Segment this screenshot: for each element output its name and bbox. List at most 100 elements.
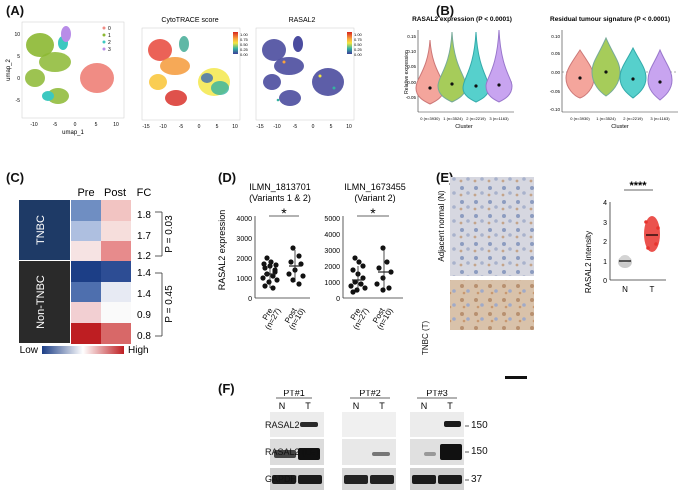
legend-high: High <box>128 345 149 356</box>
mw-marker: 150 <box>471 446 488 457</box>
heatmap-cell <box>71 282 101 303</box>
heatmap-col-pre: Pre <box>77 187 94 199</box>
y-tick: 0 <box>603 278 607 285</box>
y-tick: 4000 <box>236 216 252 223</box>
e-x-t: T <box>650 285 655 294</box>
cluster-label-3: 3 (n=1163) <box>489 116 509 121</box>
blot-pt2-rasal2 <box>342 412 396 437</box>
violin-xlabel: Cluster <box>455 124 473 130</box>
x-tick: -10 <box>159 124 166 130</box>
fc-value: 1.8 <box>137 210 151 221</box>
group-nontnbc-box <box>19 261 70 343</box>
heatmap-cell <box>101 282 131 303</box>
fc-value: 1.4 <box>137 268 151 279</box>
group-tnbc-label: TNBC <box>35 215 47 245</box>
ihc-normal-image <box>450 177 534 276</box>
cluster-label-2: 2 (n=2219) <box>623 116 643 121</box>
d-left-sig: * <box>281 205 287 221</box>
heatmap-cells <box>71 200 131 344</box>
fc-value: 1.4 <box>137 289 151 300</box>
d-right-plot: ILMN_1673455 (Variant 2) 5000 4000 3000 … <box>324 182 405 331</box>
y-tick: 0 <box>336 296 340 303</box>
x-tick: 10 <box>113 122 119 128</box>
cbar-tick: 0.75 <box>354 37 363 42</box>
legend-label-1: 1 <box>108 33 111 39</box>
cbar-tick: 0.00 <box>240 52 249 57</box>
heatmap-colorbar <box>42 346 124 354</box>
wb-patient-label: PT#1 <box>283 390 305 398</box>
legend-dot-2 <box>102 40 106 44</box>
d-left-plot: ILMN_1813701 (Variants 1 & 2) 4000 3000 … <box>236 182 311 331</box>
violin-rasal2: RASAL2 expression (P < 0.0001) 0.15 0.10… <box>404 16 514 130</box>
cluster-label-3: 3 (n=1163) <box>650 116 670 121</box>
cbar-tick: 0.50 <box>240 42 249 47</box>
y-tick: -0.05 <box>406 95 417 100</box>
violin-left-title: RASAL2 expression (P < 0.0001) <box>412 16 512 23</box>
heatmap-cell <box>101 323 131 344</box>
mw-marker: 37 <box>471 474 483 485</box>
heatmap-cell <box>101 261 131 282</box>
panel-label-c: (C) <box>6 170 25 185</box>
p-value-nontnbc: P = 0.45 <box>164 285 175 323</box>
heatmap-cell <box>71 241 101 262</box>
panel-c-heatmap: Pre Post FC TNBC Non-TNBC 1.8 1.7 1.2 1.… <box>19 187 175 356</box>
heatmap-col-post: Post <box>104 187 126 199</box>
y-tick: 0.10 <box>407 49 416 54</box>
panel-label-a: (A) <box>6 3 25 18</box>
panel-e-ihc: Adjacent normal (N) RASAL2 intensity 4 3… <box>437 177 666 330</box>
y-tick: 0 <box>248 296 252 303</box>
umap-xlabel: umap_1 <box>62 130 84 136</box>
panel-label-f: (F) <box>218 381 235 396</box>
y-tick: 5000 <box>324 216 340 223</box>
y-tick: 1000 <box>236 276 252 283</box>
lane-n: N <box>279 401 286 411</box>
y-tick: 2 <box>603 239 607 246</box>
wb-row-rasal2-le: RASAL2 (LE) <box>265 447 320 457</box>
panel-d-scatter: RASAL2 expression ILMN_1813701 (Variants… <box>217 182 406 331</box>
heatmap-cell <box>101 241 131 262</box>
legend-low: Low <box>20 345 39 356</box>
y-tick: -0.05 <box>550 89 561 94</box>
x-tick: -15 <box>142 124 149 130</box>
umap-rasal2: RASAL2 1.00 0.75 0.50 0.25 0.00 -15 -10 … <box>255 17 363 130</box>
umap-ylabel: umap_2 <box>6 58 12 80</box>
y-tick: 0.15 <box>407 34 416 39</box>
x-tick: -5 <box>293 124 298 130</box>
cbar-tick: 1.00 <box>354 32 363 37</box>
x-tick: -10 <box>273 124 280 130</box>
x-tick: 0 <box>312 124 315 130</box>
d-right-title-2: (Variant 2) <box>354 193 395 203</box>
x-tick: 0 <box>198 124 201 130</box>
x-tick: 5 <box>95 122 98 128</box>
fc-header: FC <box>137 187 152 199</box>
x-tick: 10 <box>346 124 352 130</box>
y-tick: 3000 <box>236 236 252 243</box>
rasal2-colorbar <box>347 32 352 54</box>
y-tick: 3000 <box>324 248 340 255</box>
cbar-tick: 0.50 <box>354 42 363 47</box>
y-tick: 0.05 <box>407 64 416 69</box>
heatmap-cell <box>71 261 101 282</box>
umap-cytotrace: CytoTRACE score 1.00 0.75 0.50 0.25 0.00… <box>141 17 249 130</box>
lane-n: N <box>421 401 428 411</box>
heatmap-cell <box>71 323 101 344</box>
heatmap-cell <box>101 221 131 242</box>
heatmap-cell <box>101 302 131 323</box>
e-intensity-plot: RASAL2 intensity 4 3 2 1 0 **** N T <box>584 180 666 294</box>
heatmap-cell <box>71 302 101 323</box>
d-right-sig: * <box>370 205 376 221</box>
x-tick: 10 <box>232 124 238 130</box>
fc-value: 0.8 <box>137 331 151 342</box>
cbar-tick: 0.25 <box>240 47 249 52</box>
legend-label-2: 2 <box>108 40 111 46</box>
d-left-title-2: (Variants 1 & 2) <box>249 193 311 203</box>
ihc-tumor-label: TNBC (T) <box>421 320 430 355</box>
d-ylabel: RASAL2 expression <box>217 210 227 291</box>
cbar-tick: 1.00 <box>240 32 249 37</box>
y-tick: 3 <box>603 220 607 227</box>
panel-label-e: (E) <box>436 170 454 185</box>
y-tick: -5 <box>16 98 21 104</box>
cluster-label-2: 2 (n=2219) <box>466 116 486 121</box>
y-tick: 5 <box>17 54 20 60</box>
heatmap-cell <box>71 200 101 221</box>
